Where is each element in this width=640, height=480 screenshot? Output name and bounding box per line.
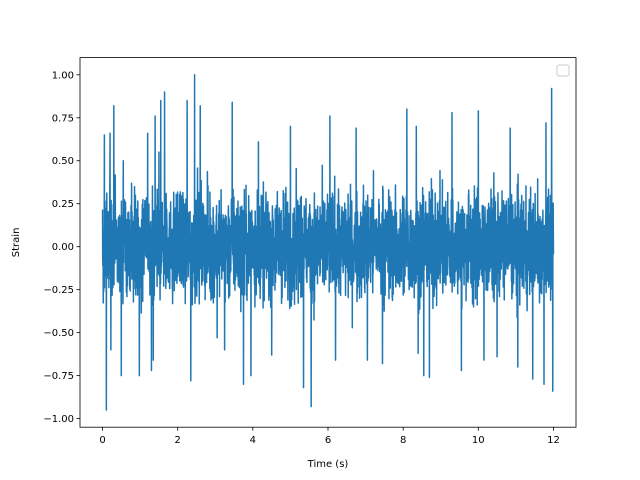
y-tick-label: 0.75 — [52, 113, 74, 124]
y-tick-label: −1.00 — [43, 414, 74, 425]
y-tick-label: 1.00 — [52, 70, 74, 81]
y-tick-label: −0.50 — [43, 328, 74, 339]
y-axis-ticks: −1.00 −0.75 −0.50 −0.25 0.00 0.25 0.50 0.75 1.00 — [43, 70, 80, 425]
y-tick-label: 0.00 — [52, 242, 74, 253]
x-tick-label: 0 — [99, 435, 105, 446]
y-tick-label: −0.75 — [43, 371, 74, 382]
legend-box — [556, 64, 570, 77]
x-tick-label: 8 — [400, 435, 406, 446]
strain-series-line — [101, 74, 555, 411]
y-tick-label: 0.25 — [52, 199, 74, 210]
x-tick-label: 6 — [325, 435, 331, 446]
y-axis-label: Strain — [11, 228, 22, 258]
x-axis-ticks: 0 2 4 6 8 10 12 — [99, 427, 560, 446]
x-tick-label: 10 — [472, 435, 485, 446]
x-axis-label: Time (s) — [307, 459, 349, 470]
x-tick-label: 4 — [250, 435, 256, 446]
y-tick-label: 0.50 — [52, 156, 74, 167]
x-tick-label: 2 — [175, 435, 181, 446]
x-tick-label: 12 — [547, 435, 560, 446]
y-tick-label: −0.25 — [43, 285, 74, 296]
plot-area — [101, 74, 555, 411]
